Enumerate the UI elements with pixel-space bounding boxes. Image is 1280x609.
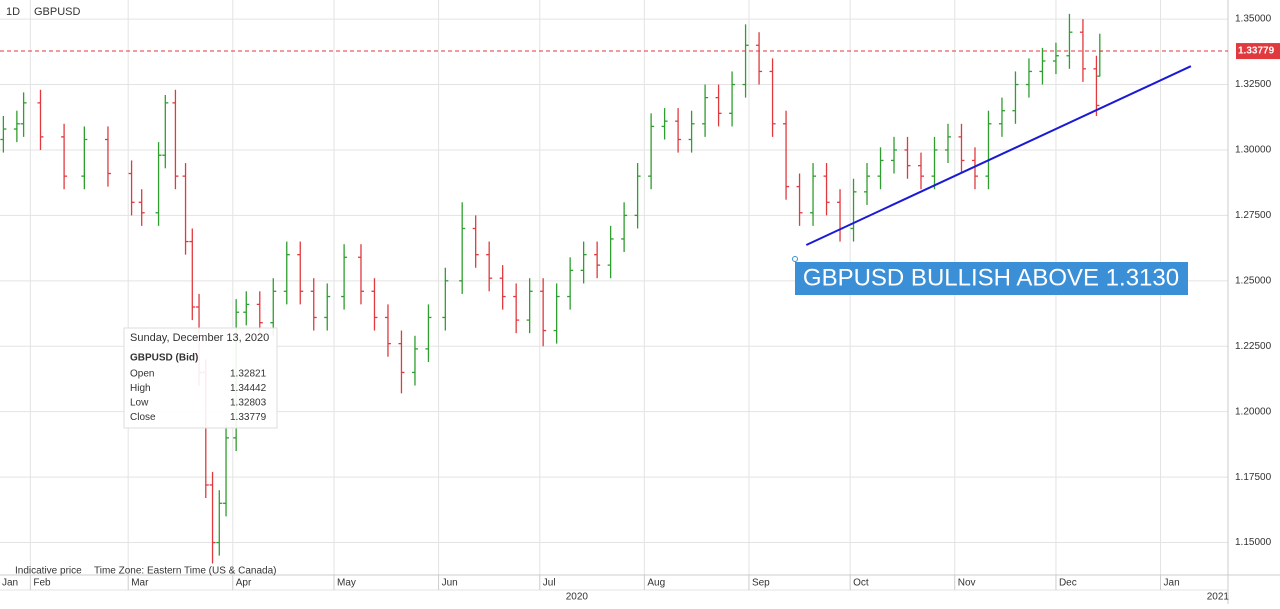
x-tick-label: Dec xyxy=(1059,578,1077,589)
tooltip-date: Sunday, December 13, 2020 xyxy=(130,332,269,344)
y-tick-label: 1.35000 xyxy=(1235,14,1272,25)
tooltip-title: GBPUSD (Bid) xyxy=(130,353,198,364)
x-tick-label: Oct xyxy=(853,578,869,589)
x-tick-label: Feb xyxy=(33,578,51,589)
x-tick-label: Jan xyxy=(1164,578,1180,589)
last-price-box xyxy=(1236,43,1280,60)
y-tick-label: 1.17500 xyxy=(1235,472,1272,483)
x-tick-label: Nov xyxy=(958,578,976,589)
year-label: 2020 xyxy=(566,592,589,603)
y-tick-label: 1.22500 xyxy=(1235,341,1272,352)
tooltip-value: 1.32803 xyxy=(230,398,267,409)
tooltip-key: High xyxy=(130,383,151,394)
last-price-label: 1.33779 xyxy=(1238,46,1275,57)
y-tick-label: 1.32500 xyxy=(1235,79,1272,90)
year-label: 2021 xyxy=(1207,592,1230,603)
y-tick-label: 1.20000 xyxy=(1235,406,1272,417)
x-tick-label: Apr xyxy=(236,578,252,589)
tooltip-key: Close xyxy=(130,412,156,423)
footer-note: Indicative price xyxy=(15,566,82,577)
tooltip-value: 1.33779 xyxy=(230,412,267,423)
x-tick-label: Sep xyxy=(752,578,770,589)
x-tick-label: Jan xyxy=(2,578,18,589)
tooltip-value: 1.34442 xyxy=(230,383,267,394)
tooltip-box xyxy=(123,327,278,429)
y-tick-label: 1.27500 xyxy=(1235,210,1272,221)
bars xyxy=(0,13,1103,564)
symbol: GBPUSD xyxy=(34,6,81,18)
footer-timezone: Time Zone: Eastern Time (US & Canada) xyxy=(94,566,276,577)
trendline xyxy=(805,65,1192,246)
interval: 1D xyxy=(6,6,20,18)
annotation-box xyxy=(795,262,1188,295)
tooltip-key: Low xyxy=(130,398,149,409)
tooltip: Sunday, December 13, 2020 GBPUSD (Bid) O… xyxy=(123,327,278,429)
x-tick-label: Aug xyxy=(647,578,665,589)
x-tick-label: May xyxy=(337,578,356,589)
y-tick-label: 1.30000 xyxy=(1235,145,1272,156)
annotation-text: GBPUSD BULLISH ABOVE 1.3130 xyxy=(803,264,1179,291)
tooltip-value: 1.32821 xyxy=(230,369,267,380)
x-tick-label: Jul xyxy=(543,578,556,589)
x-tick-label: Jun xyxy=(442,578,458,589)
x-tick-label: Mar xyxy=(131,578,149,589)
y-tick-label: 1.15000 xyxy=(1235,537,1272,548)
tooltip-key: Open xyxy=(130,369,154,380)
anchor-dot xyxy=(792,256,798,262)
y-tick-label: 1.25000 xyxy=(1235,275,1272,286)
